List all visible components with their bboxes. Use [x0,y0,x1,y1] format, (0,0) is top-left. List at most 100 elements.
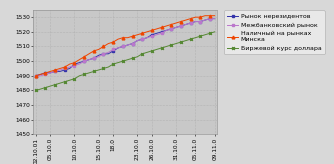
Межбанковский рынок [63,68,67,70]
Рынок нерезидентов [208,18,212,20]
Наличный на рынках
Минска [97,48,101,50]
Биржевой курс доллара [116,62,120,64]
Биржевой курс доллара [169,44,173,46]
Наличный на рынках
Минска [87,53,91,55]
Межбанковский рынок [106,51,110,53]
Рынок нерезидентов [203,19,207,21]
Межбанковский рынок [53,71,57,72]
Биржевой курс доллара [39,88,43,90]
Межбанковский рынок [68,66,72,68]
Межбанковский рынок [208,18,212,20]
Биржевой курс доллара [140,53,144,55]
Биржевой курс доллара [58,82,62,84]
Биржевой курс доллара [92,71,96,72]
Наличный на рынках
Минска [160,26,164,28]
Наличный на рынках
Минска [121,37,125,39]
Рынок нерезидентов [193,21,197,23]
Биржевой курс доллара [34,90,38,92]
Наличный на рынках
Минска [34,75,38,77]
Межбанковский рынок [150,35,154,37]
Наличный на рынках
Минска [184,19,188,21]
Наличный на рынках
Минска [126,37,130,39]
Биржевой курс доллара [48,85,52,87]
Рынок нерезидентов [82,60,86,62]
Наличный на рынках
Минска [77,59,81,61]
Межбанковский рынок [77,63,81,65]
Межбанковский рынок [131,43,135,45]
Межбанковский рынок [121,46,125,48]
Межбанковский рынок [43,73,47,75]
Биржевой курс доллара [68,79,72,81]
Рынок нерезидентов [198,21,202,23]
Наличный на рынках
Минска [150,29,154,31]
Биржевой курс доллара [102,68,106,70]
Наличный на рынках
Минска [193,16,197,18]
Биржевой курс доллара [131,57,135,59]
Наличный на рынках
Минска [198,16,202,18]
Биржевой курс доллара [106,66,110,68]
Наличный на рынках
Минска [203,15,207,17]
Биржевой курс доллара [121,60,125,62]
Биржевой курс доллара [203,34,207,36]
Межбанковский рынок [184,23,188,25]
Межбанковский рынок [164,29,168,31]
Межбанковский рынок [169,28,173,30]
Межбанковский рынок [198,21,202,23]
Line: Наличный на рынках
Минска: Наличный на рынках Минска [34,14,216,77]
Рынок нерезидентов [48,72,52,74]
Рынок нерезидентов [102,53,106,55]
Межбанковский рынок [58,69,62,71]
Рынок нерезидентов [169,28,173,30]
Рынок нерезидентов [58,71,62,72]
Биржевой курс доллара [198,35,202,37]
Межбанковский рынок [72,65,76,67]
Наличный на рынках
Минска [82,56,86,58]
Line: Межбанковский рынок: Межбанковский рынок [34,17,216,77]
Межбанковский рынок [102,53,106,55]
Биржевой курс доллара [184,40,188,42]
Наличный на рынках
Минска [53,69,57,71]
Биржевой курс доллара [213,31,217,33]
Наличный на рынках
Минска [140,32,144,34]
Наличный на рынках
Минска [213,15,217,17]
Рынок нерезидентов [116,47,120,49]
Рынок нерезидентов [174,26,178,28]
Рынок нерезидентов [160,31,164,33]
Line: Биржевой курс доллара: Биржевой курс доллара [34,31,216,92]
Наличный на рынках
Минска [48,71,52,72]
Межбанковский рынок [48,72,52,74]
Межбанковский рынок [97,56,101,58]
Наличный на рынках
Минска [102,46,106,48]
Биржевой курс доллара [126,59,130,61]
Межбанковский рынок [155,34,159,36]
Наличный на рынках
Минска [155,28,159,30]
Рынок нерезидентов [131,43,135,45]
Межбанковский рынок [140,38,144,40]
Наличный на рынках
Минска [106,43,110,45]
Рынок нерезидентов [87,59,91,61]
Биржевой курс доллара [97,69,101,71]
Наличный на рынках
Минска [58,68,62,70]
Рынок нерезидентов [188,22,192,24]
Биржевой курс доллара [188,38,192,40]
Биржевой курс доллара [53,84,57,86]
Наличный на рынках
Минска [39,73,43,75]
Наличный на рынках
Минска [145,31,149,33]
Межбанковский рынок [135,40,139,42]
Рынок нерезидентов [63,69,67,71]
Межбанковский рынок [126,44,130,46]
Межбанковский рынок [160,32,164,34]
Рынок нерезидентов [68,68,72,70]
Рынок нерезидентов [43,72,47,74]
Рынок нерезидентов [184,23,188,25]
Наличный на рынках
Минска [174,22,178,24]
Наличный на рынках
Минска [92,50,96,52]
Рынок нерезидентов [39,73,43,75]
Межбанковский рынок [179,25,183,27]
Рынок нерезидентов [213,18,217,20]
Межбанковский рынок [116,47,120,49]
Биржевой курс доллара [87,72,91,74]
Биржевой курс доллара [164,46,168,48]
Наличный на рынках
Минска [164,25,168,27]
Наличный на рынках
Минска [43,72,47,74]
